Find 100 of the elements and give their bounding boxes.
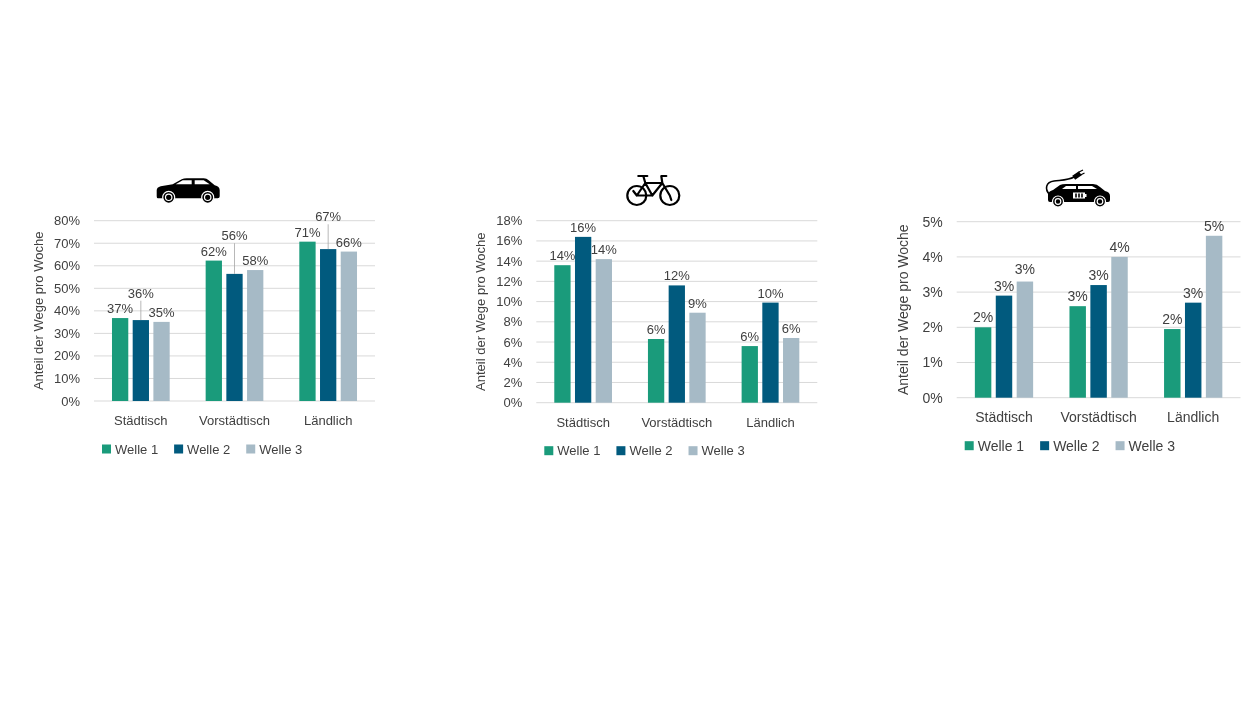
bar: [574, 236, 592, 403]
data-label: 4%: [1109, 238, 1130, 255]
y-tick-label: 0%: [922, 389, 943, 406]
data-label: 10%: [757, 285, 784, 301]
bar: [783, 337, 800, 403]
x-tick-label: Ländlich: [303, 413, 353, 428]
data-label: 14%: [590, 242, 618, 258]
y-tick-label: 10%: [53, 371, 81, 387]
y-tick-label: 60%: [53, 258, 81, 274]
y-tick-label: 0%: [61, 393, 81, 409]
data-label: 6%: [646, 322, 666, 337]
y-tick-label: 3%: [922, 284, 943, 300]
data-label: 3%: [1067, 288, 1088, 305]
y-tick-label: 40%: [53, 303, 81, 319]
data-label: 2%: [972, 309, 994, 326]
y-axis-title: Anteil der Wege pro Woche: [30, 231, 46, 391]
x-tick-label: Vorstädtisch: [1060, 408, 1137, 425]
bar: [153, 321, 170, 401]
legend-label: Welle 2: [187, 441, 231, 457]
data-label: 62%: [200, 243, 228, 259]
bar: [132, 320, 149, 401]
bar: [1069, 306, 1086, 398]
data-label: 67%: [315, 209, 342, 225]
y-axis-title: Anteil der Wege pro Woche: [895, 224, 912, 396]
bar: [974, 327, 992, 398]
legend-label: Welle 2: [629, 443, 673, 459]
y-tick-label: 30%: [53, 325, 81, 341]
legend-label: Welle 3: [701, 443, 745, 459]
data-label: 37%: [107, 301, 134, 317]
bar: [1164, 329, 1181, 398]
y-tick-label: 70%: [53, 235, 81, 251]
data-label: 3%: [1014, 261, 1036, 278]
data-label: 71%: [294, 224, 321, 240]
data-label: 3%: [1183, 284, 1204, 301]
data-label: 5%: [1203, 217, 1225, 234]
y-tick-label: 4%: [922, 248, 943, 265]
bar: [320, 249, 337, 401]
y-tick-label: 50%: [53, 280, 81, 296]
y-tick-label: 16%: [496, 233, 523, 249]
data-label: 36%: [127, 285, 155, 301]
bar: [1016, 281, 1034, 398]
data-label: 66%: [335, 234, 363, 250]
bar: [741, 346, 758, 403]
y-tick-label: 6%: [503, 334, 523, 350]
y-tick-label: 8%: [503, 314, 523, 330]
y-tick-label: 12%: [496, 273, 523, 289]
bar: [1184, 302, 1202, 398]
y-tick-label: 4%: [503, 354, 523, 370]
x-tick-label: Ländlich: [1167, 408, 1220, 425]
y-tick-label: 2%: [922, 319, 943, 336]
bar: [299, 241, 316, 401]
legend-label: Welle 1: [557, 443, 601, 459]
legend-label: Welle 3: [1128, 437, 1176, 454]
y-tick-label: 18%: [496, 213, 523, 229]
y-tick-label: 10%: [496, 294, 523, 310]
bar: [1111, 256, 1128, 398]
data-label: 6%: [781, 320, 801, 336]
bar: [340, 251, 358, 401]
data-label: 16%: [570, 219, 597, 235]
bar: [554, 265, 571, 403]
x-tick-label: Vorstädtisch: [199, 413, 270, 428]
y-axis-title: Anteil der Wege pro Woche: [473, 232, 489, 391]
data-label: 14%: [549, 248, 576, 264]
data-label: 12%: [663, 268, 691, 284]
bar: [647, 339, 665, 403]
legend-label: Welle 1: [977, 437, 1025, 454]
y-tick-label: 1%: [922, 354, 943, 371]
bar: [205, 260, 222, 401]
y-tick-label: 0%: [503, 395, 523, 411]
data-label: 9%: [688, 295, 708, 311]
x-tick-label: Städtisch: [975, 408, 1033, 425]
data-label: 35%: [148, 304, 175, 320]
data-label: 56%: [221, 228, 248, 244]
y-tick-label: 5%: [922, 213, 943, 230]
bar: [247, 270, 264, 401]
legend-label: Welle 3: [259, 441, 303, 457]
y-tick-label: 20%: [53, 348, 81, 364]
y-tick-label: 80%: [53, 213, 81, 229]
data-label: 2%: [1162, 311, 1183, 328]
bar: [689, 312, 706, 403]
data-label: 3%: [993, 277, 1015, 294]
bar: [226, 273, 243, 401]
data-label: 6%: [740, 329, 760, 345]
legend-label: Welle 2: [1053, 437, 1100, 454]
bar: [1205, 235, 1223, 398]
bar: [595, 259, 612, 403]
bar: [762, 302, 779, 403]
data-label: 3%: [1088, 267, 1109, 284]
x-tick-label: Vorstädtisch: [641, 414, 713, 430]
legend-label: Welle 1: [115, 441, 159, 457]
data-label: 58%: [242, 253, 269, 269]
bar: [1090, 285, 1107, 398]
bar: [995, 295, 1013, 398]
x-tick-label: Ländlich: [746, 414, 795, 430]
y-tick-label: 2%: [503, 375, 523, 391]
bar: [668, 285, 685, 403]
y-tick-label: 14%: [496, 253, 523, 269]
x-tick-label: Städtisch: [556, 414, 610, 430]
x-tick-label: Städtisch: [114, 413, 168, 428]
bar: [111, 318, 129, 401]
